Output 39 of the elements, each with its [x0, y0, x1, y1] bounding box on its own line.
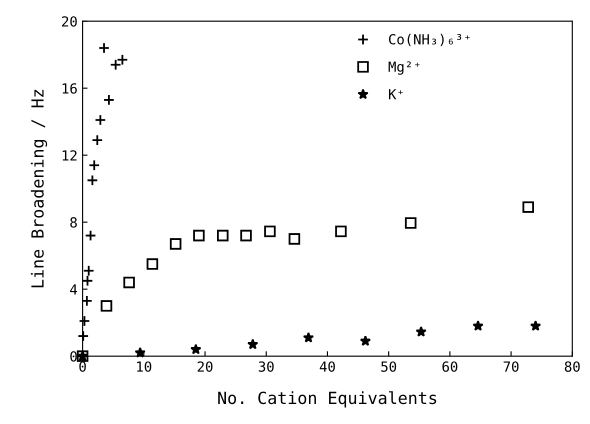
x-axis-title: No. Cation Equivalents	[218, 391, 436, 408]
point	[247, 338, 258, 350]
y-tick-label: 0	[70, 351, 77, 362]
x-tick-label: 20	[198, 361, 212, 372]
point	[146, 258, 158, 270]
point	[217, 230, 229, 242]
x-tick-label: 60	[442, 361, 458, 372]
legend-label: Mg²⁺	[388, 61, 420, 75]
point	[360, 335, 371, 346]
point	[123, 276, 135, 288]
point	[190, 344, 202, 354]
point	[522, 201, 534, 213]
y-tick-label: 8	[70, 217, 77, 228]
y-tick-label: 4	[70, 284, 78, 294]
x-tick-label: 50	[381, 361, 396, 372]
y-tick-label: 20	[62, 16, 77, 27]
x-tick-label: 40	[320, 361, 335, 372]
point	[472, 320, 484, 331]
legend-label: K⁺	[388, 89, 403, 100]
point	[288, 233, 300, 245]
point	[404, 217, 416, 229]
point	[100, 300, 112, 312]
x-tick-label: 70	[504, 361, 519, 372]
x-tick-label: 10	[137, 361, 152, 372]
point	[240, 230, 252, 242]
point	[530, 320, 542, 331]
point	[302, 332, 314, 343]
point	[264, 226, 276, 238]
point	[416, 326, 427, 337]
point	[193, 230, 205, 242]
y-tick-label: 16	[62, 83, 77, 94]
x-tick-label: 30	[258, 361, 274, 372]
x-tick-label: 80	[564, 361, 580, 372]
y-axis-title: Line Broadening / Hz	[30, 90, 48, 288]
y-tick-label: 12	[62, 150, 77, 160]
legend-label: Co(NH₃)₆³⁺	[388, 34, 470, 46]
point	[170, 238, 182, 250]
point	[335, 226, 347, 238]
x-tick-label: 0	[79, 361, 86, 372]
